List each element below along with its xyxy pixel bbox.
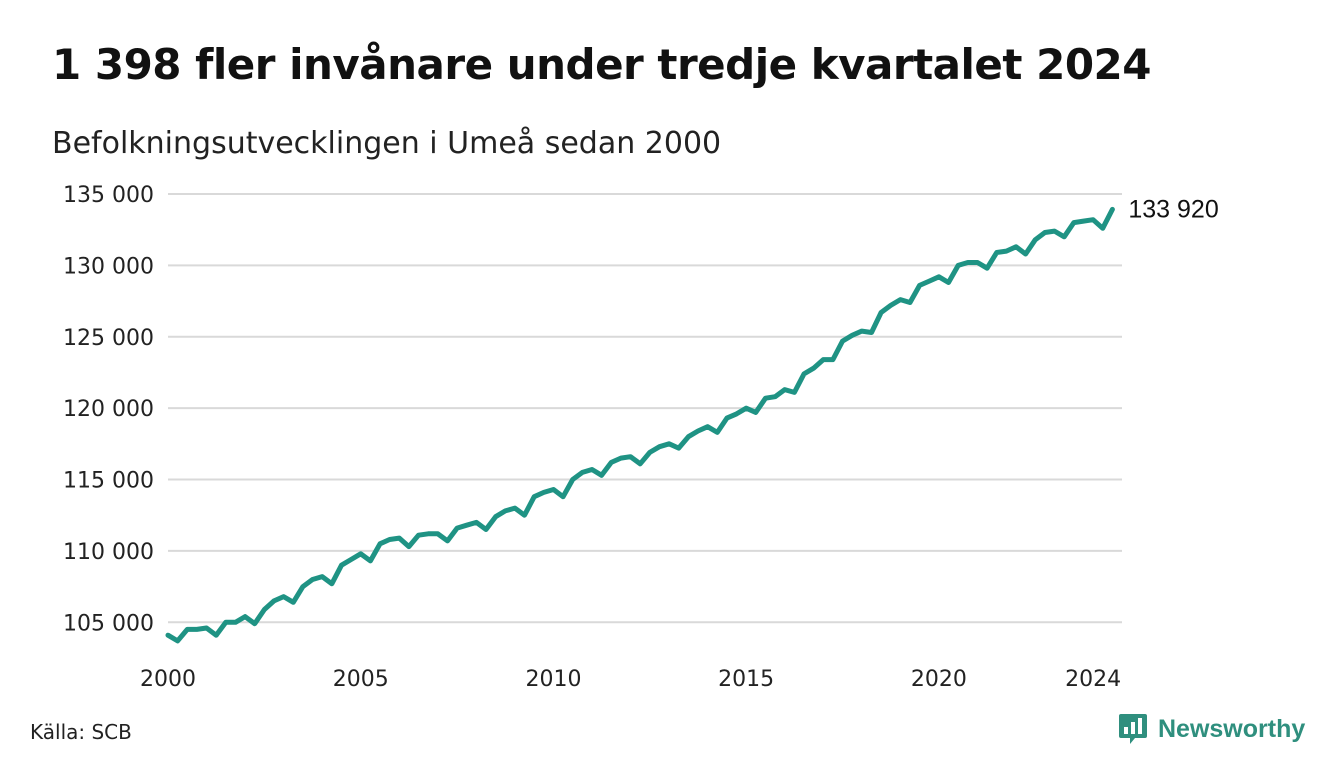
y-tick-label: 130 000 bbox=[63, 254, 154, 279]
x-axis: 2000 2005 2010 2015 2020 2024 bbox=[140, 667, 1121, 692]
y-axis: 105 000 110 000 115 000 120 000 125 000 130 0… bbox=[63, 183, 154, 636]
end-label-layer: 133 920 bbox=[1128, 195, 1218, 223]
line-chart: 105 000 110 000 115 000 120 000 125 000 130 0… bbox=[63, 183, 1219, 692]
series-layer bbox=[165, 206, 1115, 644]
x-tick-label: 2010 bbox=[525, 667, 581, 692]
end-value-label: 133 920 bbox=[1128, 195, 1218, 223]
grid-lines bbox=[168, 193, 1122, 624]
brand-name: Newsworthy bbox=[1158, 714, 1306, 743]
y-tick-label: 135 000 bbox=[63, 183, 154, 208]
series-line bbox=[165, 206, 1115, 644]
newsworthy-logo-icon bbox=[1119, 714, 1147, 744]
source-note: Källa: SCB bbox=[30, 720, 132, 744]
x-tick-label: 2005 bbox=[333, 667, 389, 692]
x-tick-label: 2000 bbox=[140, 667, 196, 692]
x-tick-label: 2020 bbox=[911, 667, 967, 692]
y-tick-label: 115 000 bbox=[63, 469, 154, 494]
x-tick-label: 2024 bbox=[1065, 667, 1121, 692]
y-tick-label: 120 000 bbox=[63, 397, 154, 422]
y-tick-label: 105 000 bbox=[63, 611, 154, 636]
y-tick-label: 125 000 bbox=[63, 326, 154, 351]
x-tick-label: 2015 bbox=[718, 667, 774, 692]
chart-subtitle: Befolkningsutvecklingen i Umeå sedan 200… bbox=[52, 126, 722, 161]
y-tick-label: 110 000 bbox=[63, 540, 154, 565]
chart-title: 1 398 fler invånare under tredje kvartal… bbox=[52, 40, 1152, 89]
brand-logo: Newsworthy bbox=[1118, 712, 1305, 746]
